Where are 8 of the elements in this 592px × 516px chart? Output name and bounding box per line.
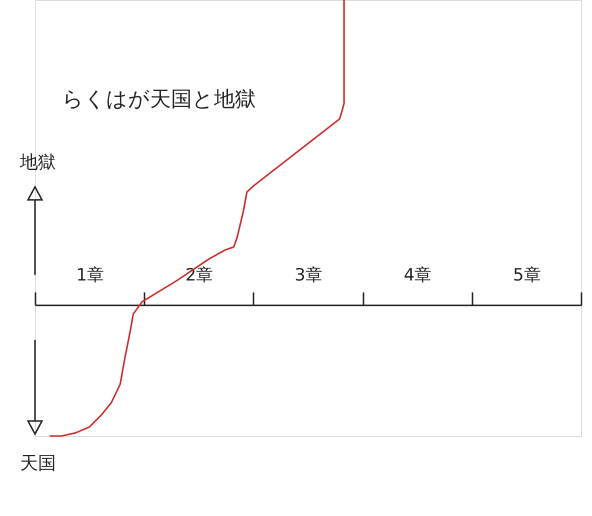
x-tick-label: 4章: [404, 265, 432, 286]
x-tick-label: 2章: [185, 265, 214, 286]
x-tick-label: 3章: [294, 265, 322, 286]
x-tick-label: 1章: [76, 265, 104, 286]
text: らくはが天国と地獄: [62, 87, 256, 111]
annotation: 地獄: [19, 152, 56, 173]
x-tick-label: 5章: [512, 265, 541, 286]
text: 天国: [20, 453, 56, 474]
